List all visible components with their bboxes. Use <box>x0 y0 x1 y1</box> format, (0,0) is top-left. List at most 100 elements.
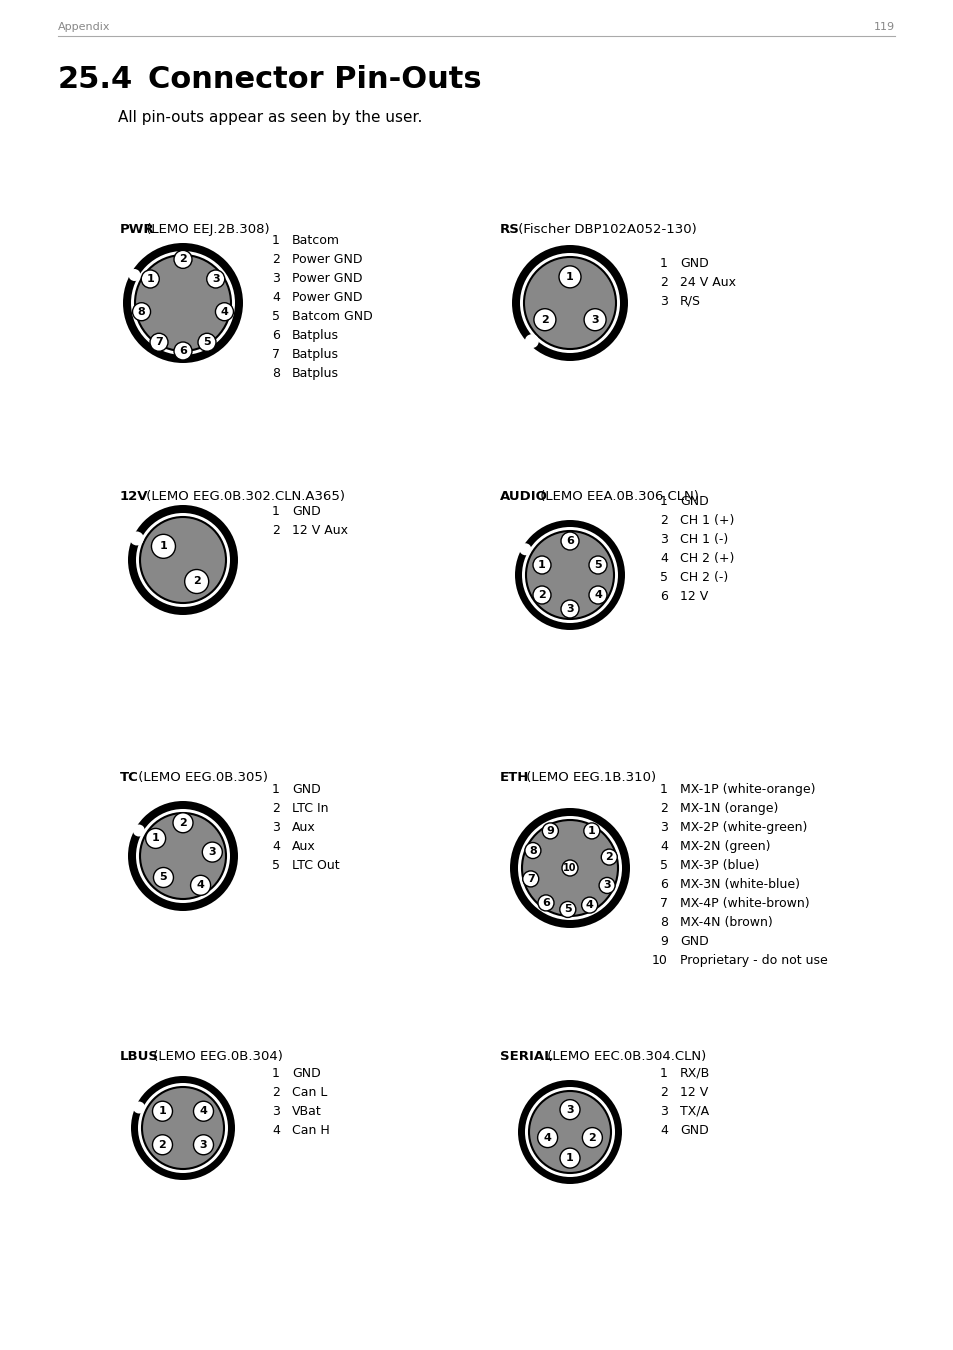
Text: 5: 5 <box>203 338 211 347</box>
Circle shape <box>198 333 215 351</box>
Text: 3: 3 <box>199 1139 207 1150</box>
Text: 2: 2 <box>659 1085 667 1099</box>
Text: 5: 5 <box>159 872 167 883</box>
Text: 3: 3 <box>212 274 219 284</box>
Text: 1: 1 <box>587 826 595 836</box>
Text: 2: 2 <box>659 275 667 289</box>
Text: RS: RS <box>499 223 519 236</box>
Text: Power GND: Power GND <box>292 292 362 304</box>
Text: 4: 4 <box>659 1125 667 1137</box>
Text: 1: 1 <box>152 833 159 844</box>
Text: 8: 8 <box>529 845 537 856</box>
Text: MX-2P (white-green): MX-2P (white-green) <box>679 821 806 834</box>
Circle shape <box>207 270 225 288</box>
Text: GND: GND <box>679 936 708 948</box>
Text: 4: 4 <box>272 1125 280 1137</box>
Text: CH 2 (+): CH 2 (+) <box>679 552 734 566</box>
Circle shape <box>560 599 578 618</box>
Circle shape <box>128 801 237 911</box>
Circle shape <box>542 824 558 838</box>
Text: LTC In: LTC In <box>292 802 328 815</box>
Text: (LEMO EEG.0B.305): (LEMO EEG.0B.305) <box>134 771 268 784</box>
Text: LBUS: LBUS <box>120 1050 159 1062</box>
Text: 2: 2 <box>659 802 667 815</box>
Circle shape <box>202 842 222 863</box>
Text: MX-4N (brown): MX-4N (brown) <box>679 917 772 929</box>
Text: CH 1 (+): CH 1 (+) <box>679 514 734 526</box>
Text: LTC Out: LTC Out <box>292 859 339 872</box>
Text: 3: 3 <box>209 846 216 857</box>
Text: 1: 1 <box>146 274 154 284</box>
Text: 7: 7 <box>526 873 534 884</box>
Text: 12V: 12V <box>120 490 149 504</box>
Text: (LEMO EEG.0B.302.CLN.A365): (LEMO EEG.0B.302.CLN.A365) <box>141 490 344 504</box>
Text: GND: GND <box>679 256 708 270</box>
Text: AUDIO: AUDIO <box>499 490 547 504</box>
Text: 1: 1 <box>565 1153 574 1164</box>
Circle shape <box>558 266 580 288</box>
Circle shape <box>129 269 140 281</box>
Text: 1: 1 <box>272 505 280 518</box>
Circle shape <box>132 1102 145 1114</box>
Text: Batplus: Batplus <box>292 329 338 342</box>
Circle shape <box>517 815 621 919</box>
Text: 4: 4 <box>594 590 601 599</box>
Circle shape <box>522 871 538 887</box>
Text: Batplus: Batplus <box>292 348 338 360</box>
Circle shape <box>523 256 616 350</box>
Text: MX-3N (white-blue): MX-3N (white-blue) <box>679 878 800 891</box>
Circle shape <box>537 1127 558 1148</box>
Text: 1: 1 <box>537 560 545 570</box>
Text: 1: 1 <box>272 1066 280 1080</box>
Circle shape <box>130 532 144 545</box>
Text: TC: TC <box>120 771 138 784</box>
Circle shape <box>560 532 578 549</box>
Text: 6: 6 <box>659 878 667 891</box>
Text: 7: 7 <box>659 896 667 910</box>
Circle shape <box>193 1135 213 1154</box>
Circle shape <box>215 302 233 321</box>
Text: 2: 2 <box>158 1139 166 1150</box>
Text: Power GND: Power GND <box>292 271 362 285</box>
Circle shape <box>559 1100 579 1119</box>
Circle shape <box>524 335 538 348</box>
Text: 2: 2 <box>272 524 280 537</box>
Text: 9: 9 <box>546 826 554 836</box>
Text: (LEMO EEJ.2B.308): (LEMO EEJ.2B.308) <box>141 223 269 236</box>
Text: 6: 6 <box>565 536 574 545</box>
Circle shape <box>136 513 230 608</box>
Circle shape <box>128 505 237 616</box>
Circle shape <box>600 849 617 865</box>
Circle shape <box>152 1135 172 1154</box>
Circle shape <box>533 586 551 603</box>
Circle shape <box>140 517 226 603</box>
Circle shape <box>588 556 606 574</box>
Circle shape <box>132 302 151 321</box>
Text: 3: 3 <box>272 1106 280 1118</box>
Circle shape <box>581 1127 601 1148</box>
Text: 5: 5 <box>659 859 667 872</box>
Text: All pin-outs appear as seen by the user.: All pin-outs appear as seen by the user. <box>118 109 422 126</box>
Text: (LEMO EEG.0B.304): (LEMO EEG.0B.304) <box>149 1050 282 1062</box>
Circle shape <box>142 1087 224 1169</box>
Text: 3: 3 <box>591 315 598 325</box>
Text: 2: 2 <box>179 254 187 265</box>
Text: Aux: Aux <box>292 821 315 834</box>
Text: 10: 10 <box>562 863 577 873</box>
Circle shape <box>173 342 192 360</box>
Text: 6: 6 <box>272 329 280 342</box>
Text: Proprietary - do not use: Proprietary - do not use <box>679 954 827 967</box>
Text: 9: 9 <box>659 936 667 948</box>
Circle shape <box>138 1083 228 1173</box>
Circle shape <box>150 333 168 351</box>
Circle shape <box>518 543 531 555</box>
Text: Aux: Aux <box>292 840 315 853</box>
Text: R/S: R/S <box>679 296 700 308</box>
Text: 2: 2 <box>179 818 187 828</box>
Text: MX-1N (orange): MX-1N (orange) <box>679 802 778 815</box>
Text: 4: 4 <box>543 1133 551 1142</box>
Circle shape <box>559 1148 579 1168</box>
Text: 3: 3 <box>565 603 573 614</box>
Circle shape <box>529 1091 610 1173</box>
Text: 25.4: 25.4 <box>58 65 133 94</box>
